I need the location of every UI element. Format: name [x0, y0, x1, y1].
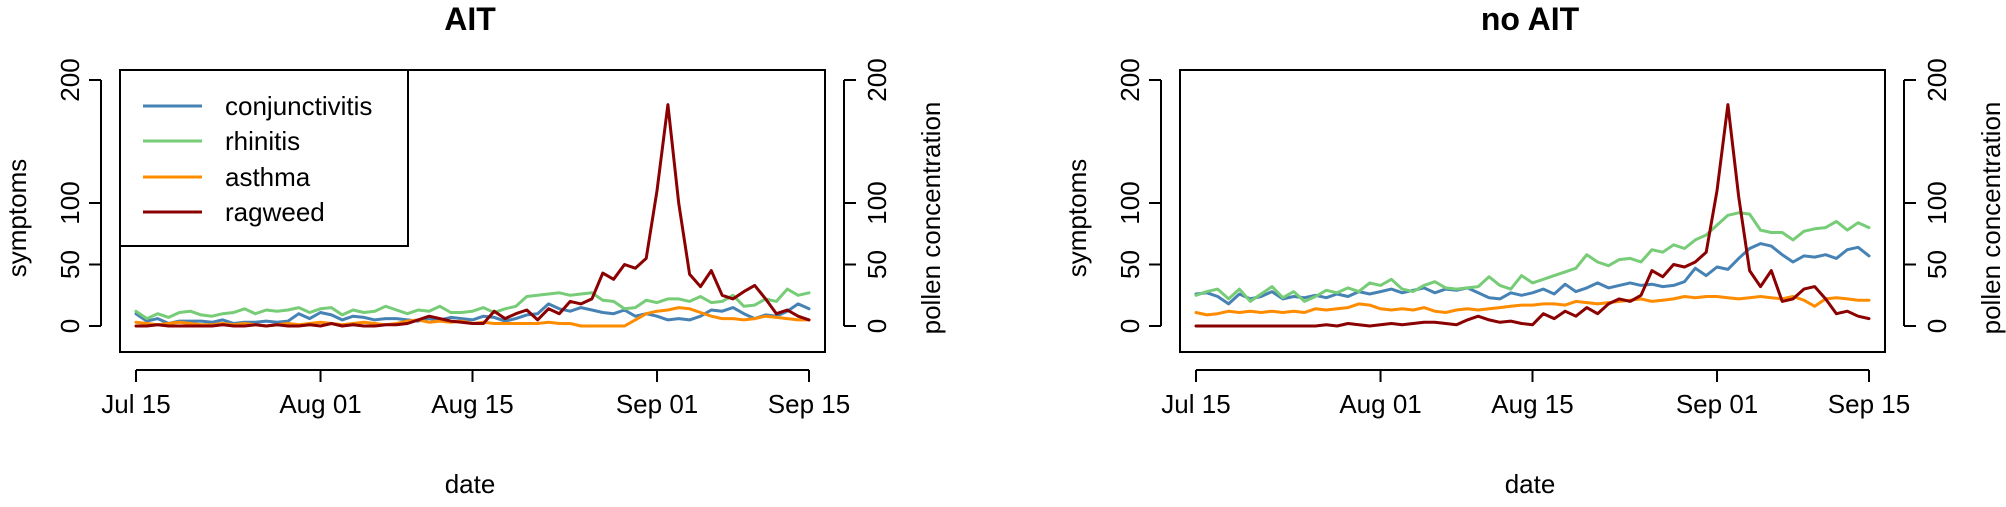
y2-tick-label: 0: [862, 319, 892, 333]
y2-tick-label: 200: [1922, 58, 1952, 101]
legend-label-ragweed: ragweed: [225, 197, 325, 227]
y2-axis-label: pollen concentration: [916, 102, 946, 335]
x-tick-label: Jul 15: [101, 389, 170, 419]
y-tick-label: 50: [1115, 250, 1145, 279]
x-tick-label: Sep 15: [768, 389, 850, 419]
chart-panel-ait: AIT date symptoms pollen concentration J…: [2, 1, 946, 499]
series-line-rhinitis: [134, 287, 811, 321]
legend-label-asthma: asthma: [225, 162, 311, 192]
x-tick-label: Jul 15: [1161, 389, 1230, 419]
y2-tick-label: 200: [862, 58, 892, 101]
series-line-asthma: [1194, 295, 1871, 317]
x-tick-label: Aug 15: [1491, 389, 1573, 419]
y-tick-label: 0: [1115, 319, 1145, 333]
x-tick-label: Aug 01: [1339, 389, 1421, 419]
y-tick-label: 0: [55, 319, 85, 333]
y2-tick-label: 100: [1922, 181, 1952, 224]
x-tick-label: Sep 01: [1676, 389, 1758, 419]
x-axis-label: date: [1505, 469, 1556, 499]
series-line-conjunctivitis: [134, 302, 811, 325]
series-line-ragweed: [1194, 103, 1871, 328]
y-axis-label: symptoms: [1062, 159, 1092, 277]
series-line-conjunctivitis: [1194, 242, 1871, 306]
series-layer: [1194, 103, 1871, 328]
legend-label-rhinitis: rhinitis: [225, 126, 300, 156]
series-line-ragweed: [134, 103, 811, 328]
legend-label-conjunctivitis: conjunctivitis: [225, 91, 372, 121]
chart-title: no AIT: [1481, 1, 1580, 37]
y-axis-label: symptoms: [2, 159, 32, 277]
x-axis-label: date: [445, 469, 496, 499]
y2-tick-label: 100: [862, 181, 892, 224]
y-tick-label: 200: [1115, 58, 1145, 101]
y2-axis-label: pollen concentration: [1976, 102, 2006, 335]
chart-title: AIT: [444, 1, 496, 37]
series-line-rhinitis: [1194, 211, 1871, 303]
y2-tick-label: 50: [862, 250, 892, 279]
series-layer: [134, 103, 811, 328]
axes: Jul 15 Aug 01 Aug 15 Sep 01 Sep 15 0 50 100 200 0…: [55, 58, 892, 419]
y2-tick-label: 50: [1922, 250, 1952, 279]
y-tick-label: 50: [55, 250, 85, 279]
y-tick-label: 200: [55, 58, 85, 101]
legend-box: [119, 69, 409, 247]
x-tick-label: Aug 15: [431, 389, 513, 419]
x-tick-label: Sep 15: [1828, 389, 1910, 419]
chart-panel-no-ait: no AIT date symptoms pollen concentratio…: [1062, 1, 2006, 499]
y2-tick-label: 0: [1922, 319, 1952, 333]
plot-box: [1179, 69, 1886, 353]
y-tick-label: 100: [1115, 181, 1145, 224]
x-tick-label: Sep 01: [616, 389, 698, 419]
axes: Jul 15 Aug 01 Aug 15 Sep 01 Sep 15 0 50 100 200 0…: [1115, 58, 1952, 419]
y-tick-label: 100: [55, 181, 85, 224]
legend: conjunctivitis rhinitis asthma ragweed: [119, 69, 409, 247]
x-tick-label: Aug 01: [279, 389, 361, 419]
